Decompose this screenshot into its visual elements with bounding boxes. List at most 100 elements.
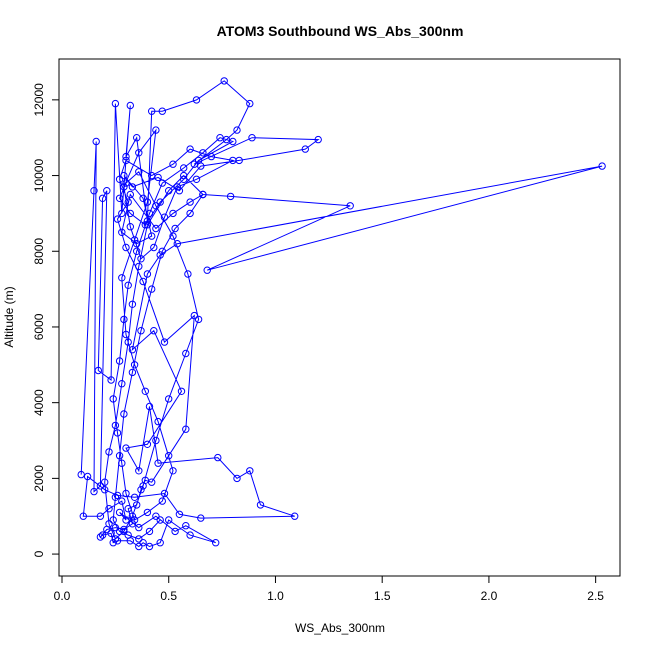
data-point	[182, 522, 190, 530]
chart-title: ATOM3 Southbound WS_Abs_300nm	[217, 23, 464, 39]
data-point	[148, 232, 156, 240]
data-point	[173, 183, 182, 191]
data-point	[186, 209, 194, 218]
y-tick-label: 10000	[32, 159, 46, 193]
data-point	[118, 380, 126, 388]
data-point	[135, 523, 143, 532]
data-point	[192, 175, 201, 184]
data-point	[105, 505, 113, 513]
data-point	[194, 315, 203, 324]
data-point	[192, 96, 201, 104]
data-point	[126, 101, 135, 110]
data-point	[133, 501, 141, 509]
data-point	[143, 440, 152, 448]
data-point	[246, 467, 254, 475]
data-point	[222, 135, 231, 144]
data-point	[143, 270, 152, 278]
data-point	[182, 425, 190, 433]
data-point	[109, 516, 117, 524]
data-point	[109, 539, 117, 547]
data-point	[229, 156, 237, 165]
data-point	[128, 520, 137, 528]
data-point	[154, 417, 162, 426]
data-point	[135, 542, 143, 551]
data-point	[175, 187, 184, 195]
data-point	[122, 156, 130, 165]
data-point	[111, 421, 120, 430]
data-point	[118, 209, 126, 218]
data-point	[133, 247, 141, 256]
data-point	[216, 134, 224, 142]
data-point	[105, 520, 113, 528]
data-point	[122, 243, 130, 252]
data-point	[150, 243, 158, 252]
data-point	[124, 198, 132, 206]
data-point	[248, 134, 256, 142]
data-point	[113, 215, 122, 223]
data-point	[156, 516, 164, 524]
data-point	[128, 183, 137, 191]
data-point	[165, 452, 173, 460]
data-point	[186, 145, 194, 153]
data-point	[128, 368, 137, 377]
data-point	[118, 274, 126, 282]
data-point	[233, 126, 241, 134]
data-point	[115, 527, 124, 536]
data-point	[96, 482, 105, 490]
data-point	[148, 478, 156, 486]
data-point	[301, 145, 309, 153]
data-point	[220, 77, 228, 85]
data-point	[246, 99, 254, 108]
data-point	[111, 523, 120, 532]
y-tick-label: 2000	[32, 465, 46, 492]
data-point	[118, 497, 126, 505]
data-point	[115, 357, 124, 365]
x-axis-label: WS_Abs_300nm	[295, 621, 385, 635]
data-point	[122, 330, 130, 339]
data-point	[94, 366, 103, 375]
data-point	[135, 467, 143, 475]
data-point	[92, 137, 100, 146]
data-point	[214, 453, 222, 462]
data-point	[139, 277, 147, 286]
data-point	[158, 179, 167, 187]
data-point	[180, 164, 188, 172]
data-point	[101, 486, 109, 494]
data-point	[158, 107, 167, 115]
data-point	[145, 527, 154, 536]
data-point	[139, 539, 147, 547]
data-point	[130, 361, 139, 369]
data-point	[171, 224, 179, 233]
data-point	[150, 327, 158, 335]
data-point	[101, 478, 109, 486]
y-tick-label: 6000	[32, 313, 46, 340]
data-point	[107, 376, 115, 384]
data-point	[207, 152, 216, 161]
data-point	[120, 525, 128, 534]
data-point	[130, 236, 139, 244]
data-point	[105, 448, 113, 456]
data-point	[128, 300, 137, 308]
data-point	[130, 493, 139, 501]
y-tick-label: 12000	[32, 83, 46, 117]
data-point	[111, 493, 120, 501]
data-point	[120, 183, 128, 191]
data-point	[165, 395, 173, 403]
data-point	[126, 223, 135, 231]
data-point	[598, 162, 606, 170]
data-point	[143, 221, 152, 229]
data-point	[346, 202, 354, 210]
data-point	[156, 198, 164, 206]
data-point	[190, 311, 199, 320]
data-point	[90, 487, 98, 496]
x-tick-label: 2.5	[587, 589, 604, 603]
data-point	[256, 501, 265, 509]
data-point	[118, 459, 126, 467]
data-point	[145, 402, 154, 411]
data-point	[175, 510, 184, 518]
data-point	[107, 529, 115, 537]
data-point	[124, 281, 132, 289]
data-point	[98, 194, 107, 203]
series-layer	[77, 77, 606, 551]
data-point	[122, 152, 130, 161]
